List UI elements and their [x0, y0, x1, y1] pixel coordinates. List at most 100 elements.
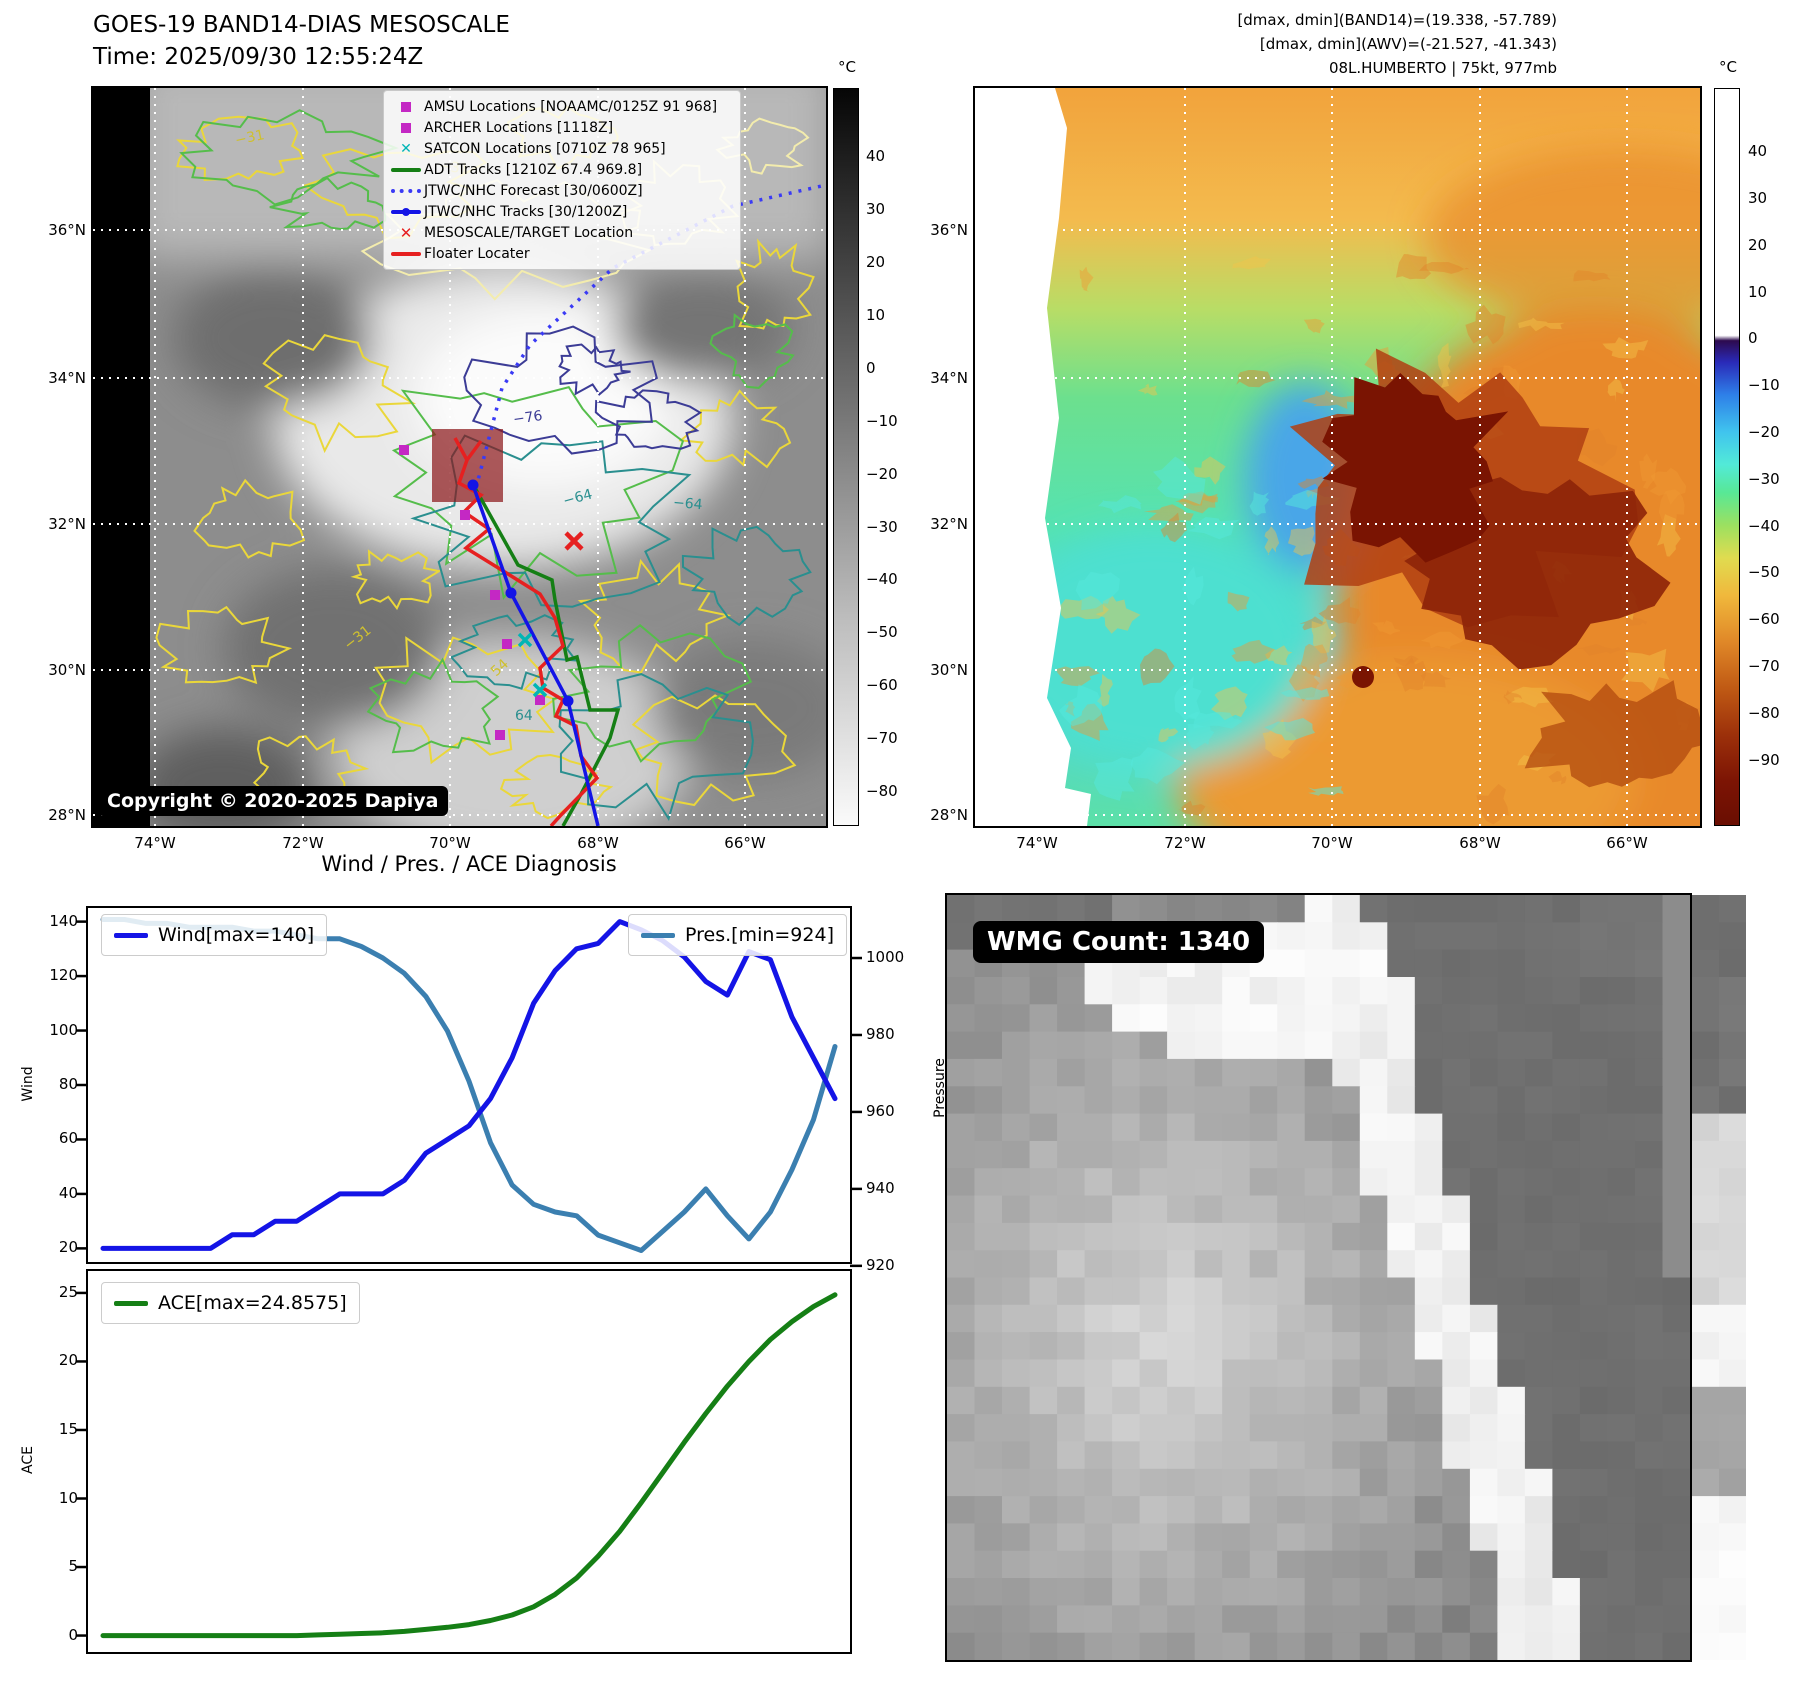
- y-tick-label: 20: [58, 1351, 78, 1370]
- amsu-location-marker: [502, 639, 512, 649]
- pressure-legend-label: Pres.[min=924]: [685, 924, 834, 946]
- y-tick-label: 10: [58, 1488, 78, 1507]
- ace-legend-label: ACE[max=24.8575]: [158, 1292, 347, 1314]
- jtwc-forecast-line: [474, 183, 826, 489]
- no-data-white-band: [975, 88, 1091, 826]
- awv-satellite-map: [973, 86, 1702, 828]
- amsu-location-marker: [535, 695, 545, 705]
- lat-tick-label: 34°N: [930, 369, 968, 387]
- colorbar-tick-label: 20: [866, 253, 886, 272]
- colorbar-unit: °C: [838, 58, 856, 76]
- amsu-location-marker: [490, 590, 500, 600]
- colorbar-tick-label: −50: [866, 623, 898, 642]
- lon-tick-label: 68°W: [577, 834, 619, 852]
- legend-label: JTWC/NHC Forecast [30/0600Z]: [424, 182, 643, 199]
- legend-item-adt: ADT Tracks [1210Z 67.4 969.8]: [388, 159, 736, 180]
- map-legend: AMSU Locations [NOAAMC/0125Z 91 968] ARC…: [383, 90, 741, 270]
- lon-tick-label: 72°W: [282, 834, 324, 852]
- colorbar-tick-label: 10: [1748, 282, 1768, 301]
- chart-title: Wind / Pres. / ACE Diagnosis: [321, 852, 617, 876]
- y-tick-label: 15: [58, 1419, 78, 1438]
- colorbar-tick-label: 0: [866, 358, 876, 377]
- y-tick-label: 5: [68, 1557, 78, 1576]
- lon-tick-label: 74°W: [1016, 834, 1058, 852]
- pressure-legend: Pres.[min=924]: [628, 914, 847, 956]
- lon-tick-label: 66°W: [1606, 834, 1648, 852]
- colorbar-unit: °C: [1719, 58, 1737, 76]
- y-tick-label: 20: [58, 1238, 78, 1257]
- colorbar-tick-label: −40: [866, 570, 898, 589]
- satcon-x-marker: [517, 632, 533, 648]
- y-tick-label: 140: [49, 911, 78, 930]
- red-line-icon: [388, 251, 424, 256]
- legend-item-floater: Floater Locater: [388, 243, 736, 264]
- legend-item-amsu: AMSU Locations [NOAAMC/0125Z 91 968]: [388, 96, 736, 117]
- y-tick-label: 0: [68, 1625, 78, 1644]
- colorbar-tick-label: −40: [1748, 516, 1780, 535]
- lat-tick-label: 36°N: [48, 221, 86, 239]
- lon-tick-label: 66°W: [724, 834, 766, 852]
- legend-item-archer: ARCHER Locations [1118Z]: [388, 117, 736, 138]
- y-tick-label: 100: [49, 1020, 78, 1039]
- colorbar-tick-label: −10: [1748, 376, 1780, 395]
- colorbar-tick-label: −70: [866, 729, 898, 748]
- jtwc-track-line: [471, 484, 600, 826]
- colorbar-tick-label: −30: [1748, 469, 1780, 488]
- lat-tick-label: 28°N: [930, 806, 968, 824]
- lat-tick-label: 36°N: [930, 221, 968, 239]
- storm-stats-header: [dmax, dmin](BAND14)=(19.338, -57.789) […: [1237, 8, 1557, 80]
- copyright-badge: Copyright © 2020-2025 Dapiya: [97, 786, 449, 816]
- magenta-square-icon: [388, 122, 424, 133]
- y-tick-label: 940: [866, 1178, 895, 1197]
- satcon-x-marker: [532, 682, 548, 698]
- colorbar-tick-label: −10: [866, 411, 898, 430]
- lat-tick-label: 30°N: [930, 661, 968, 679]
- band14-colorbar: [833, 88, 859, 826]
- colorbar-tick-label: 0: [1748, 329, 1758, 348]
- legend-item-forecast: JTWC/NHC Forecast [30/0600Z]: [388, 180, 736, 201]
- red-x-icon: ✕: [399, 223, 413, 242]
- colorbar-tick-label: −20: [1748, 422, 1780, 441]
- wind-line-icon: [114, 932, 148, 938]
- colorbar-tick-label: −50: [1748, 563, 1780, 582]
- wind-legend: Wind[max=140]: [101, 914, 328, 956]
- wind-pressure-chart: [86, 906, 852, 1264]
- y-tick-label: 980: [866, 1024, 895, 1043]
- y-tick-label: 25: [58, 1282, 78, 1301]
- ace-line-icon: [114, 1300, 148, 1306]
- blue-line-dot-icon: [388, 207, 424, 216]
- y-tick-label: 80: [58, 1075, 78, 1093]
- legend-label: ADT Tracks [1210Z 67.4 969.8]: [424, 161, 643, 178]
- colorbar-tick-label: 30: [866, 200, 886, 219]
- lon-tick-label: 68°W: [1459, 834, 1501, 852]
- no-data-strip: [93, 88, 150, 826]
- blue-dotted-line-icon: [388, 188, 424, 193]
- wmg-count-badge: WMG Count: 1340: [973, 921, 1265, 963]
- green-line-icon: [388, 167, 424, 172]
- adt-track-line: [473, 487, 621, 826]
- y-tick-label: 960: [866, 1101, 895, 1120]
- legend-label: ARCHER Locations [1118Z]: [424, 119, 614, 136]
- y-tick-label: 40: [58, 1183, 78, 1202]
- wmg-microwave-panel: WMG Count: 1340: [945, 893, 1692, 1662]
- colorbar-tick-label: −70: [1748, 656, 1780, 675]
- legend-item-target: ✕ MESOSCALE/TARGET Location: [388, 222, 736, 243]
- colorbar-tick-label: 20: [1748, 235, 1768, 254]
- pressure-line-icon: [641, 932, 675, 938]
- page-subtitle: Time: 2025/09/30 12:55:24Z: [93, 44, 424, 70]
- legend-label: JTWC/NHC Tracks [30/1200Z]: [424, 203, 628, 220]
- storm-identity-line: 08L.HUMBERTO | 75kt, 977mb: [1328, 59, 1557, 77]
- amsu-location-marker: [495, 730, 505, 740]
- colorbar-tick-label: −80: [1748, 703, 1780, 722]
- lat-tick-label: 32°N: [930, 515, 968, 533]
- legend-label: SATCON Locations [0710Z 78 965]: [424, 140, 666, 157]
- colorbar-tick-label: 30: [1748, 188, 1768, 207]
- colorbar-tick-label: −90: [1748, 750, 1780, 769]
- lat-tick-label: 30°N: [48, 661, 86, 679]
- awv-colorbar: [1714, 88, 1740, 826]
- mesoscale-target-square: [432, 429, 503, 502]
- colorbar-tick-label: 40: [866, 147, 886, 166]
- lat-tick-label: 28°N: [48, 806, 86, 824]
